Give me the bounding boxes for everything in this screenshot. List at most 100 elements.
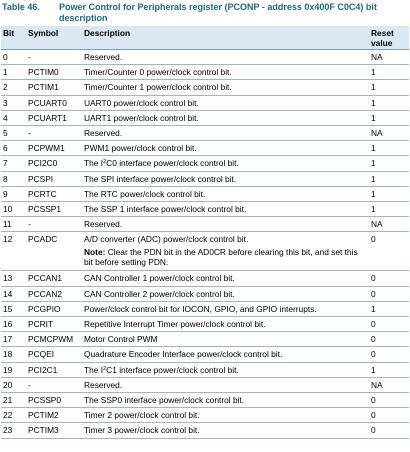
cell-bit: 11 <box>1 216 26 233</box>
cell-bit: 13 <box>1 270 26 287</box>
description-superscript: 2 <box>103 159 107 166</box>
description-text: The SSP0 interface power/clock control b… <box>84 395 245 406</box>
cell-description: The SSP0 interface power/clock control b… <box>82 392 369 409</box>
note-text: Clear the PDN bit in the AD0CR before cl… <box>84 247 358 268</box>
note-label: Note: <box>84 247 106 258</box>
table-row: 1 PCTIM0 Timer/Counter 0 power/clock contr… <box>1 64 409 81</box>
table-row: 17 PCMCPWM Motor Control PWM 0 <box>1 331 409 348</box>
cell-symbol: PCQEI <box>26 346 82 363</box>
cell-bit: 22 <box>1 407 26 424</box>
description-text: Timer 2 power/clock control bit. <box>84 410 200 421</box>
cell-symbol: - <box>26 125 82 142</box>
table-row: 22 PCTIM2 Timer 2 power/clock control bit.… <box>1 407 409 424</box>
table-row: 5- Reserved. NA <box>1 125 409 142</box>
cell-description: UART1 power/clock control bit. <box>82 110 369 127</box>
cell-symbol: PCPWM1 <box>26 140 82 157</box>
table-title: Power Control for Peripherals register (… <box>59 2 377 23</box>
cell-description: Motor Control PWM <box>82 331 369 348</box>
cell-description: Timer 3 power/clock control bit. <box>82 422 369 439</box>
cell-symbol: PCTIM1 <box>26 79 82 96</box>
description-text: Power/clock control bit for IOCON, GPIO,… <box>84 303 317 314</box>
cell-description: Quadrature Encoder Interface power/clock… <box>82 346 369 363</box>
header-symbol: Symbol <box>26 26 82 50</box>
table-row: 4 PCUART1 UART1 power/clock control bit. 1 <box>1 110 409 127</box>
cell-bit: 8 <box>1 171 26 187</box>
cell-reset-value: 1 <box>369 171 409 187</box>
cell-symbol: PCCAN1 <box>26 270 82 287</box>
table-body: 0- Reserved. NA 1 PCTIM0 Timer/Counter 0 powe… <box>1 49 409 439</box>
cell-description: CAN Controller 1 power/clock control bit… <box>82 270 369 287</box>
table-row: 20- Reserved. NA <box>1 377 409 394</box>
cell-reset-value: 1 <box>369 155 409 172</box>
cell-reset-value: 0 <box>369 392 409 409</box>
cell-reset-value: 0 <box>369 270 409 287</box>
cell-description: UART0 power/clock control bit. <box>82 95 369 111</box>
cell-bit: 4 <box>1 110 26 127</box>
cell-symbol: - <box>26 377 82 394</box>
cell-description: A/D converter (ADC) power/clock control … <box>82 231 369 272</box>
cell-reset-value: 0 <box>369 316 409 333</box>
cell-symbol: PCSPI <box>26 171 82 187</box>
cell-bit: 5 <box>1 125 26 142</box>
table-row: 2 PCTIM1 Timer/Counter 1 power/clock contr… <box>1 79 409 96</box>
cell-reset-value: 0 <box>369 331 409 348</box>
cell-reset-value: NA <box>369 377 409 394</box>
cell-symbol: PCGPIO <box>26 301 82 318</box>
description-text: The SSP 1 interface power/clock control … <box>84 204 247 215</box>
cell-symbol: PCRTC <box>26 186 82 203</box>
cell-symbol: PCSSP0 <box>26 392 82 409</box>
cell-description: Timer/Counter 1 power/clock control bit. <box>82 79 369 96</box>
description-text: The I <box>84 364 104 375</box>
description-text: Quadrature Encoder Interface power/clock… <box>84 349 283 360</box>
header-bit: Bit <box>1 26 26 50</box>
description-text: A/D converter (ADC) power/clock control … <box>84 234 249 245</box>
table-row: 23 PCTIM3 Timer 3 power/clock control bit.… <box>1 422 409 439</box>
cell-description: Reserved. <box>82 49 369 66</box>
cell-description: Repetitive Interrupt Timer power/clock c… <box>82 316 369 333</box>
cell-bit: 1 <box>1 64 26 81</box>
cell-symbol: PCMCPWM <box>26 331 82 348</box>
cell-bit: 20 <box>1 377 26 394</box>
cell-description: The SSP 1 interface power/clock control … <box>82 201 369 218</box>
description-text: The I <box>84 158 104 169</box>
cell-description: Timer/Counter 0 power/clock control bit. <box>82 64 369 81</box>
cell-symbol: PCI2C0 <box>26 155 82 172</box>
table-row: 18 PCQEI Quadrature Encoder Interface powe… <box>1 346 409 363</box>
cell-description: PWM1 power/clock control bit. <box>82 140 369 157</box>
cell-reset-value: 0 <box>369 407 409 424</box>
cell-bit: 14 <box>1 286 26 302</box>
cell-description: CAN Controller 2 power/clock control bit… <box>82 286 369 302</box>
cell-symbol: PCI2C1 <box>26 362 82 378</box>
description-text: C0 interface power/clock control bit. <box>106 158 239 169</box>
table-row: 9 PCRTC The RTC power/clock control bit. 1 <box>1 186 409 203</box>
cell-bit: 12 <box>1 231 26 272</box>
table-number: Table 46. <box>2 2 40 12</box>
table-row: 19 PCI2C1 The I2C1 interface power/clock c… <box>1 362 409 378</box>
cell-reset-value: 0 <box>369 286 409 302</box>
table-row: 15 PCGPIO Power/clock control bit for IOCO… <box>1 301 409 318</box>
table-row: 6 PCPWM1 PWM1 power/clock control bit. 1 <box>1 140 409 157</box>
cell-bit: 3 <box>1 95 26 111</box>
cell-bit: 18 <box>1 346 26 363</box>
cell-symbol: PCTIM2 <box>26 407 82 424</box>
table-header-row: Bit Symbol Description Reset value <box>1 26 409 50</box>
description-text: UART0 power/clock control bit. <box>84 97 199 108</box>
table-row: 16 PCRIT Repetitive Interrupt Timer power/… <box>1 316 409 333</box>
description-text: CAN Controller 2 power/clock control bit… <box>84 288 235 299</box>
cell-reset-value: 1 <box>369 186 409 203</box>
cell-reset-value: NA <box>369 125 409 142</box>
table-row: 0- Reserved. NA <box>1 49 409 66</box>
cell-symbol: PCADC <box>26 231 82 272</box>
cell-description: The I2C0 interface power/clock control b… <box>82 155 369 172</box>
header-description: Description <box>82 26 369 50</box>
cell-symbol: - <box>26 49 82 66</box>
cell-reset-value: 1 <box>369 79 409 96</box>
cell-bit: 0 <box>1 49 26 66</box>
cell-symbol: PCTIM0 <box>26 64 82 81</box>
description-note: Note: Clear the PDN bit in the AD0CR bef… <box>84 247 367 267</box>
description-text: C1 interface power/clock control bit. <box>106 364 239 375</box>
cell-reset-value: 1 <box>369 362 409 378</box>
table-row: 10 PCSSP1 The SSP 1 interface power/clock … <box>1 201 409 218</box>
cell-bit: 15 <box>1 301 26 318</box>
header-reset-value: Reset value <box>369 26 409 50</box>
